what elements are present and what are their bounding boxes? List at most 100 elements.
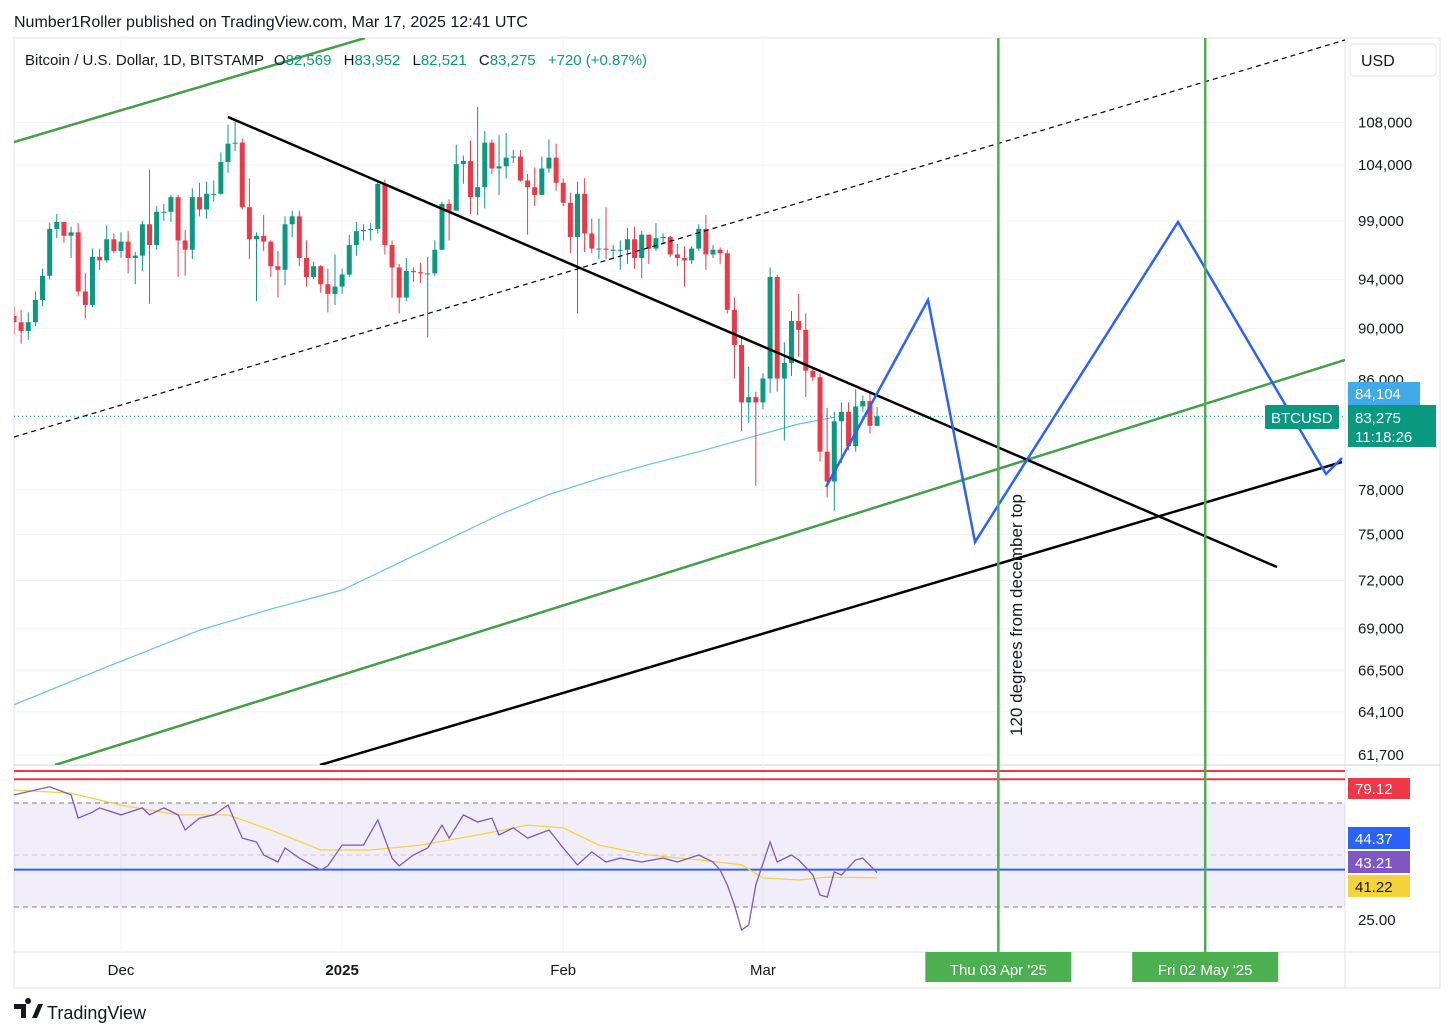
candle-body xyxy=(75,232,81,292)
candle-body xyxy=(410,271,416,273)
rsi-ma-box xyxy=(1348,875,1410,897)
last-price-box xyxy=(1348,405,1436,447)
candle-body xyxy=(446,203,452,211)
rsi-tick-label: 25.00 xyxy=(1358,912,1396,929)
candle-body xyxy=(425,273,431,275)
rsi-ma-last: 41.22 xyxy=(1355,879,1393,896)
marker-label: 84,104 xyxy=(1355,386,1401,403)
candle-body xyxy=(40,275,46,301)
candle-body xyxy=(147,224,153,246)
candle-body xyxy=(118,241,124,251)
footer: TradingView xyxy=(14,998,147,1023)
candle-body xyxy=(681,257,687,261)
candle-body xyxy=(268,241,274,267)
x-tick-label: Feb xyxy=(550,962,576,979)
candle-body xyxy=(361,230,367,232)
candle-body xyxy=(311,266,317,277)
candle-body xyxy=(810,370,816,378)
candle-body xyxy=(824,451,830,482)
candle-body xyxy=(246,207,252,240)
candle-body xyxy=(781,362,787,379)
y-tick-label: 64,100 xyxy=(1358,704,1404,721)
candle-body xyxy=(667,236,673,255)
candle-body xyxy=(646,234,652,249)
symbol: BTCUSD xyxy=(1271,410,1333,427)
candle-body xyxy=(54,222,60,229)
projection-path xyxy=(824,219,1343,546)
candle-body xyxy=(218,161,224,194)
candle-body xyxy=(717,249,723,254)
logo xyxy=(14,998,43,1018)
candle-body xyxy=(468,160,474,198)
level-label: 44.37 xyxy=(1355,831,1393,848)
candle-body xyxy=(746,397,752,403)
candle-body xyxy=(731,309,737,345)
rsi-last: 43.21 xyxy=(1355,855,1393,872)
candle-body xyxy=(68,232,74,236)
candle-body xyxy=(546,157,552,169)
x-tick-label: Mar xyxy=(750,962,776,979)
candle-body xyxy=(196,197,202,210)
candle-body xyxy=(710,249,716,255)
candle-body xyxy=(696,228,702,249)
candle-body xyxy=(175,197,181,241)
candle-body xyxy=(82,291,88,305)
ohlc-key: H xyxy=(344,52,355,69)
candle-body xyxy=(211,193,217,195)
candle-body xyxy=(560,182,566,203)
candle-body xyxy=(724,253,730,310)
y-tick-label: 75,000 xyxy=(1358,526,1404,543)
candle-body xyxy=(689,248,695,261)
candle-body xyxy=(346,245,352,275)
candle-body xyxy=(296,216,302,258)
candle-body xyxy=(753,397,759,403)
candle-body xyxy=(418,272,424,274)
candle-body xyxy=(97,256,103,261)
candle-body xyxy=(596,248,602,250)
candle-body xyxy=(503,157,509,167)
countdown: 11:18:26 xyxy=(1355,429,1412,446)
moving-average xyxy=(14,416,835,706)
candle-body xyxy=(382,183,388,246)
candle-body xyxy=(624,239,630,250)
candle-body xyxy=(482,142,488,188)
candle-body xyxy=(838,411,844,422)
event-date-label: Thu 03 Apr '25 xyxy=(950,962,1047,979)
candle-body xyxy=(831,421,837,482)
candle-body xyxy=(460,160,466,165)
candle-body xyxy=(674,254,680,258)
ohlc-key: O xyxy=(274,52,286,69)
candle-body xyxy=(489,142,495,169)
ohlc-value: 83,952 xyxy=(354,52,400,69)
trend-line xyxy=(54,358,1345,765)
y-tick-label: 72,000 xyxy=(1358,573,1404,590)
candle-body xyxy=(853,406,859,447)
candle-body xyxy=(788,321,794,363)
candle-body xyxy=(617,249,623,251)
candle-body xyxy=(318,266,324,285)
annotation: 120 degrees from december top xyxy=(1007,494,1026,736)
candle-body xyxy=(182,240,188,250)
currency: USD xyxy=(1361,53,1395,70)
candle-body xyxy=(703,228,709,255)
candle-body xyxy=(475,187,481,198)
candle-body xyxy=(275,266,281,270)
candle-body xyxy=(339,274,345,287)
candle-body xyxy=(582,193,588,234)
event-date-label: Fri 02 May '25 xyxy=(1158,962,1253,979)
candle-body xyxy=(368,228,374,231)
ohlc-key: L xyxy=(413,52,421,69)
rsi-line xyxy=(14,786,878,931)
candle-body xyxy=(282,224,288,270)
candle-body xyxy=(132,255,138,258)
candle-body xyxy=(189,197,195,250)
y-tick-label: 66,500 xyxy=(1358,662,1404,679)
y-tick-label: 99,000 xyxy=(1358,213,1404,230)
annotation-group: 120 degrees from december top xyxy=(1007,494,1026,736)
currency-box[interactable] xyxy=(1349,43,1437,77)
symbol-title: Bitcoin / U.S. Dollar, 1D, BITSTAMP xyxy=(25,52,264,69)
candle-body xyxy=(525,180,531,188)
candle-body xyxy=(432,249,438,274)
candle-body xyxy=(139,224,145,256)
